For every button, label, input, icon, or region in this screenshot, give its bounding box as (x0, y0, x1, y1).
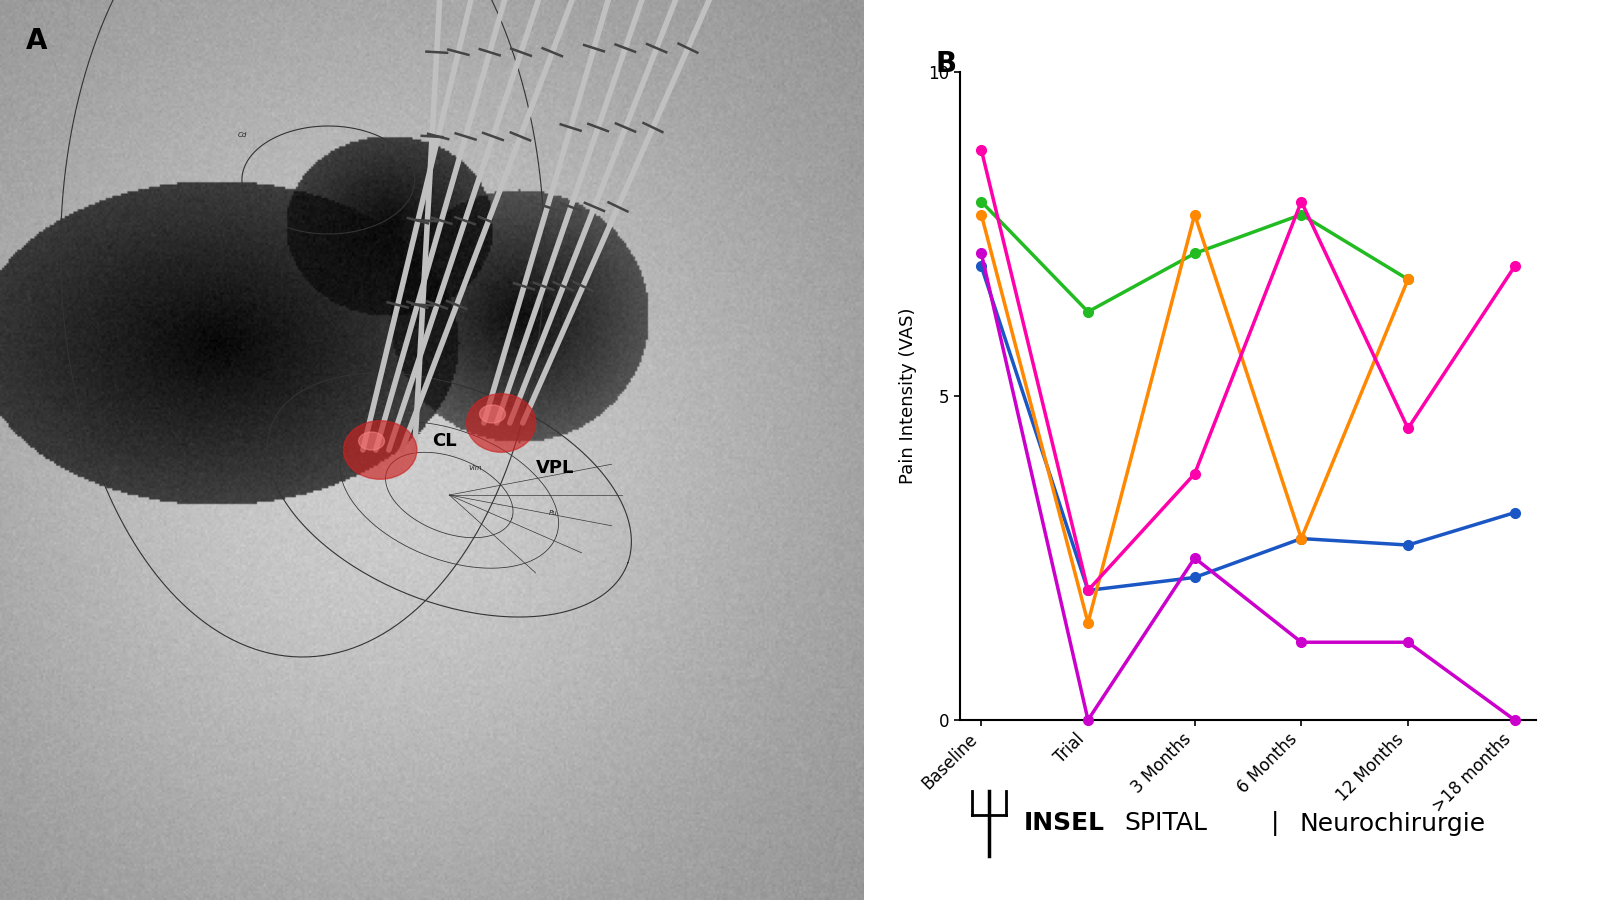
Ellipse shape (358, 432, 384, 450)
Text: B: B (936, 50, 957, 77)
Text: VPL: VPL (408, 429, 421, 435)
Text: Cd: Cd (237, 132, 246, 138)
Text: SPITAL: SPITAL (1125, 812, 1206, 835)
Text: Neurochirurgie: Neurochirurgie (1299, 812, 1486, 835)
Text: C.p.i.p: C.p.i.p (507, 402, 530, 408)
Ellipse shape (467, 394, 536, 452)
Text: A: A (26, 27, 48, 55)
Text: CL: CL (432, 432, 456, 450)
Text: |: | (1270, 811, 1280, 836)
Text: Ve.l: Ve.l (253, 312, 266, 318)
Text: Pu: Pu (549, 510, 557, 516)
Text: Put: Put (288, 213, 299, 219)
Ellipse shape (480, 405, 506, 423)
Text: CL: CL (341, 447, 350, 453)
Text: INSEL: INSEL (1024, 812, 1104, 835)
Text: Vim: Vim (469, 465, 482, 471)
Y-axis label: Pain Intensity (VAS): Pain Intensity (VAS) (899, 308, 917, 484)
Ellipse shape (344, 421, 418, 479)
Text: VPL: VPL (536, 459, 574, 477)
Text: Fo: Fo (427, 357, 437, 363)
